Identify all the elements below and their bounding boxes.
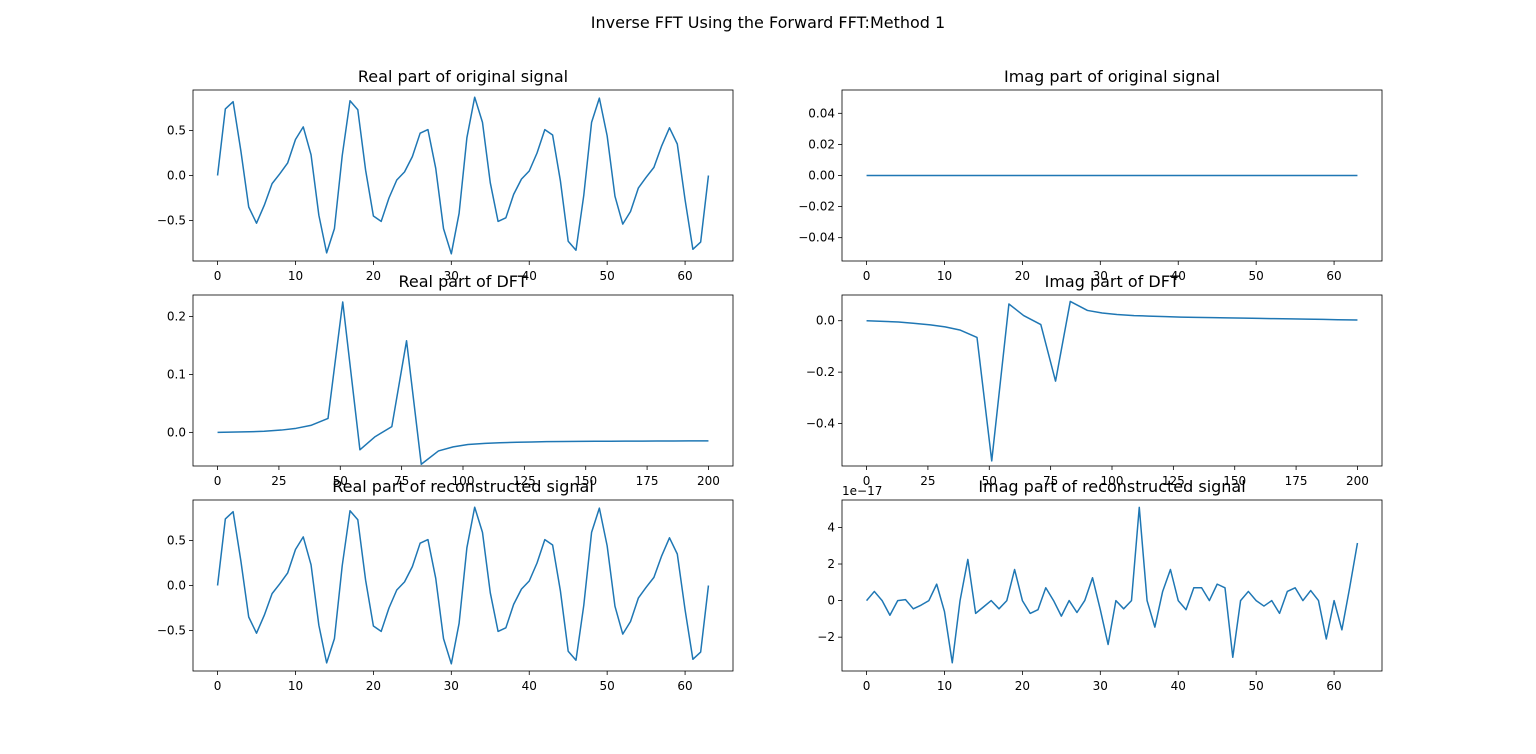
x-tick-label: 30 [1093,679,1108,693]
x-tick-label: 60 [1326,269,1341,283]
series-line [216,506,710,665]
x-tick-label: 25 [920,474,935,488]
x-tick-label: 150 [1223,474,1246,488]
y-tick-label: 0.5 [167,534,186,548]
axes-frame [841,499,1383,672]
x-tick-label: 0 [214,269,222,283]
x-tick-label: 20 [1015,679,1030,693]
y-tick-label: −0.5 [157,214,186,228]
y-tick-label: 0 [827,594,835,608]
subplot-title: Real part of DFT [399,272,528,291]
axes-frame [192,499,734,672]
figure-title: Inverse FFT Using the Forward FFT:Method… [591,13,945,32]
axes-frame [841,89,1383,262]
y-tick-label: 0.0 [167,579,186,593]
x-tick-label: 50 [600,679,615,693]
y-tick-label: −0.4 [806,417,835,431]
subplot-5: Real part of reconstructed signal 0 10 20 30… [157,477,734,693]
x-tick-label: 100 [1101,474,1124,488]
y-tick-label: 0.0 [816,314,835,328]
x-tick-label: 20 [1015,269,1030,283]
y-tick-label: 0.1 [167,367,186,381]
subplot-1: Real part of original signal 0 10 20 30 40 50 6… [157,67,734,283]
series-line [865,506,1359,664]
y-tick-label: −2 [817,630,835,644]
y-tick-label: −0.5 [157,624,186,638]
x-tick-label: 10 [288,679,303,693]
axes-frame [192,89,734,262]
y-tick-label: 0.0 [167,169,186,183]
x-tick-label: 200 [697,474,720,488]
x-tick-label: 75 [394,474,409,488]
x-tick-label: 60 [677,269,692,283]
series-line [216,96,710,255]
x-tick-label: 50 [1249,269,1264,283]
x-tick-label: 20 [366,269,381,283]
x-tick-label: 75 [1043,474,1058,488]
x-tick-label: 100 [452,474,475,488]
y-tick-label: 0.02 [808,137,835,151]
subplot-title: Imag part of DFT [1045,272,1180,291]
y-tick-label: 0.5 [167,124,186,138]
x-tick-label: 60 [677,679,692,693]
y-tick-label: 4 [827,520,835,534]
x-tick-label: 50 [600,269,615,283]
x-tick-label: 175 [1285,474,1308,488]
y-tick-label: 0.2 [167,309,186,323]
y-offset-label: 1e−17 [842,484,882,498]
x-tick-label: 10 [937,269,952,283]
x-tick-label: 20 [366,679,381,693]
subplot-title: Real part of original signal [358,67,568,86]
x-tick-label: 0 [863,474,871,488]
y-tick-label: −0.2 [806,365,835,379]
x-tick-label: 0 [214,679,222,693]
x-tick-label: 0 [863,269,871,283]
x-tick-label: 125 [513,474,536,488]
y-tick-label: −0.02 [798,200,835,214]
x-tick-label: 40 [1171,679,1186,693]
x-tick-label: 30 [444,679,459,693]
axes-frame [841,294,1383,467]
x-tick-label: 40 [522,679,537,693]
series-line [217,301,709,466]
x-tick-label: 10 [937,679,952,693]
x-tick-label: 30 [444,269,459,283]
subplot-2: Imag part of original signal 0 10 20 30 40 50 6… [798,67,1383,283]
x-tick-label: 200 [1346,474,1369,488]
y-tick-label: 0.0 [167,425,186,439]
x-tick-label: 0 [863,679,871,693]
x-tick-label: 125 [1162,474,1185,488]
x-tick-label: 30 [1093,269,1108,283]
subplot-title: Imag part of reconstructed signal [978,477,1245,496]
x-tick-label: 175 [636,474,659,488]
x-tick-label: 40 [522,269,537,283]
series-line [866,300,1358,462]
subplot-title: Real part of reconstructed signal [332,477,594,496]
y-tick-label: −0.04 [798,231,835,245]
x-tick-label: 50 [1249,679,1264,693]
x-tick-label: 10 [288,269,303,283]
x-tick-label: 150 [574,474,597,488]
x-tick-label: 50 [982,474,997,488]
x-tick-label: 50 [333,474,348,488]
axes-frame [192,294,734,467]
y-tick-label: 2 [827,557,835,571]
x-tick-label: 25 [271,474,286,488]
y-tick-label: 0.00 [808,169,835,183]
subplot-title: Imag part of original signal [1004,67,1220,86]
x-tick-label: 40 [1171,269,1186,283]
x-tick-label: 0 [214,474,222,488]
x-tick-label: 60 [1326,679,1341,693]
y-tick-label: 0.04 [808,106,835,120]
